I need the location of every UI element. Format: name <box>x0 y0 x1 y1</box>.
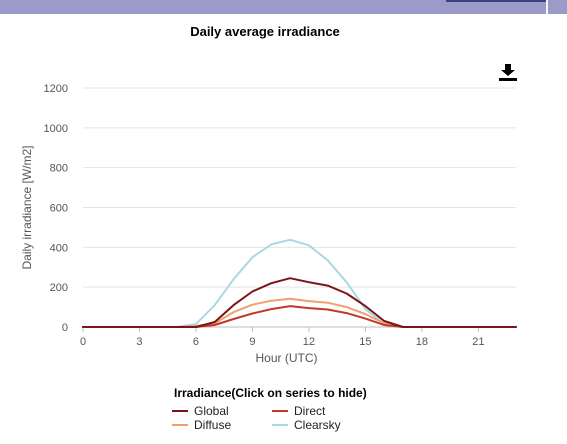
top-bar-divider <box>546 0 548 14</box>
y-tick-label: 0 <box>62 322 68 334</box>
x-tick-label: 9 <box>249 336 255 348</box>
legend-item-global[interactable]: Global <box>172 404 272 418</box>
legend-title: Irradiance(Click on series to hide) <box>174 386 367 400</box>
legend-label: Clearsky <box>294 418 341 432</box>
legend-item-clearsky[interactable]: Clearsky <box>272 418 372 432</box>
y-tick-label: 800 <box>50 163 68 175</box>
legend-label: Direct <box>294 404 326 418</box>
y-axis-title: Daily irradiance [W/m2] <box>20 145 34 269</box>
legend-item-direct[interactable]: Direct <box>272 404 372 418</box>
chart-title: Daily average irradiance <box>190 24 340 39</box>
x-tick-label: 3 <box>136 336 142 348</box>
download-icon[interactable] <box>497 62 519 82</box>
x-tick-label: 6 <box>193 336 199 348</box>
series-line-diffuse[interactable] <box>82 297 517 328</box>
legend: Irradiance(Click on series to hide) Glob… <box>172 386 412 432</box>
x-tick-label: 21 <box>472 336 484 348</box>
top-bar-tab-indicator <box>446 0 546 2</box>
x-tick-label: 12 <box>303 336 315 348</box>
legend-swatch <box>272 424 288 426</box>
legend-items: Global Direct Diffuse Clearsky <box>172 404 412 432</box>
x-axis-title: Hour (UTC) <box>256 351 318 365</box>
y-tick-label: 400 <box>50 242 68 254</box>
legend-swatch <box>272 410 288 412</box>
top-bar <box>0 0 567 14</box>
chart-area: 0 200 400 600 800 1000 1200 0 3 6 9 12 15 18 21 Hour (U… <box>20 83 517 365</box>
y-tick-label: 1200 <box>44 83 68 95</box>
legend-label: Global <box>194 404 229 418</box>
legend-swatch <box>172 424 188 426</box>
legend-label: Diffuse <box>194 418 232 432</box>
series-line-clearsky[interactable] <box>82 238 517 328</box>
legend-swatch <box>172 410 188 412</box>
x-tick-label: 0 <box>80 336 86 348</box>
legend-item-diffuse[interactable]: Diffuse <box>172 418 272 432</box>
y-tick-label: 200 <box>50 282 68 294</box>
series-line-global[interactable] <box>82 277 517 328</box>
y-tick-label: 1000 <box>44 123 68 135</box>
y-tick-label: 600 <box>50 203 68 215</box>
x-tick-label: 15 <box>359 336 371 348</box>
x-tick-label: 18 <box>416 336 428 348</box>
series-line-direct[interactable] <box>82 305 517 328</box>
